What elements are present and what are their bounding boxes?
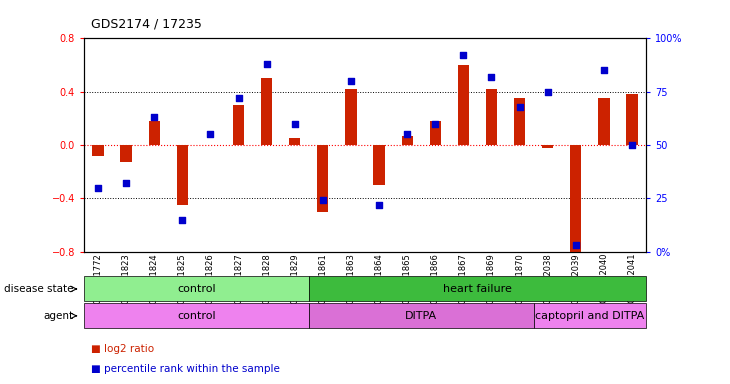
Point bbox=[570, 242, 582, 248]
Text: captopril and DITPA: captopril and DITPA bbox=[535, 311, 645, 321]
Bar bbox=[458, 65, 469, 145]
Point bbox=[233, 95, 245, 101]
Bar bbox=[318, 145, 328, 212]
Bar bbox=[374, 145, 385, 185]
Text: control: control bbox=[177, 311, 215, 321]
Text: heart failure: heart failure bbox=[443, 284, 512, 294]
Bar bbox=[261, 78, 272, 145]
Point bbox=[514, 104, 526, 110]
Point bbox=[485, 74, 497, 80]
Text: disease state: disease state bbox=[4, 284, 73, 294]
Bar bbox=[430, 121, 441, 145]
Point bbox=[92, 185, 104, 191]
Point bbox=[626, 142, 638, 148]
Point bbox=[429, 121, 441, 127]
Bar bbox=[599, 98, 610, 145]
Bar bbox=[542, 145, 553, 147]
Bar bbox=[233, 105, 244, 145]
Text: ■ percentile rank within the sample: ■ percentile rank within the sample bbox=[91, 364, 280, 374]
Bar bbox=[93, 145, 104, 156]
Bar bbox=[289, 138, 300, 145]
Text: ■ log2 ratio: ■ log2 ratio bbox=[91, 344, 154, 354]
Bar bbox=[626, 94, 637, 145]
Point bbox=[261, 61, 272, 67]
Point bbox=[177, 217, 188, 223]
Point bbox=[317, 197, 328, 204]
Bar bbox=[345, 89, 356, 145]
Bar bbox=[149, 121, 160, 145]
Bar bbox=[514, 98, 525, 145]
Point bbox=[373, 202, 385, 208]
Bar bbox=[486, 89, 497, 145]
Text: GDS2174 / 17235: GDS2174 / 17235 bbox=[91, 18, 202, 31]
Point bbox=[542, 89, 553, 95]
Bar bbox=[570, 145, 581, 252]
Point bbox=[148, 114, 160, 120]
Text: control: control bbox=[177, 284, 215, 294]
Point bbox=[598, 67, 610, 73]
Point bbox=[120, 180, 132, 186]
Text: DITPA: DITPA bbox=[405, 311, 437, 321]
Bar bbox=[120, 145, 131, 162]
Point bbox=[458, 52, 469, 58]
Point bbox=[204, 131, 216, 137]
Bar bbox=[402, 136, 412, 145]
Point bbox=[345, 78, 357, 84]
Point bbox=[402, 131, 413, 137]
Text: agent: agent bbox=[43, 311, 73, 321]
Point bbox=[289, 121, 301, 127]
Bar bbox=[177, 145, 188, 205]
